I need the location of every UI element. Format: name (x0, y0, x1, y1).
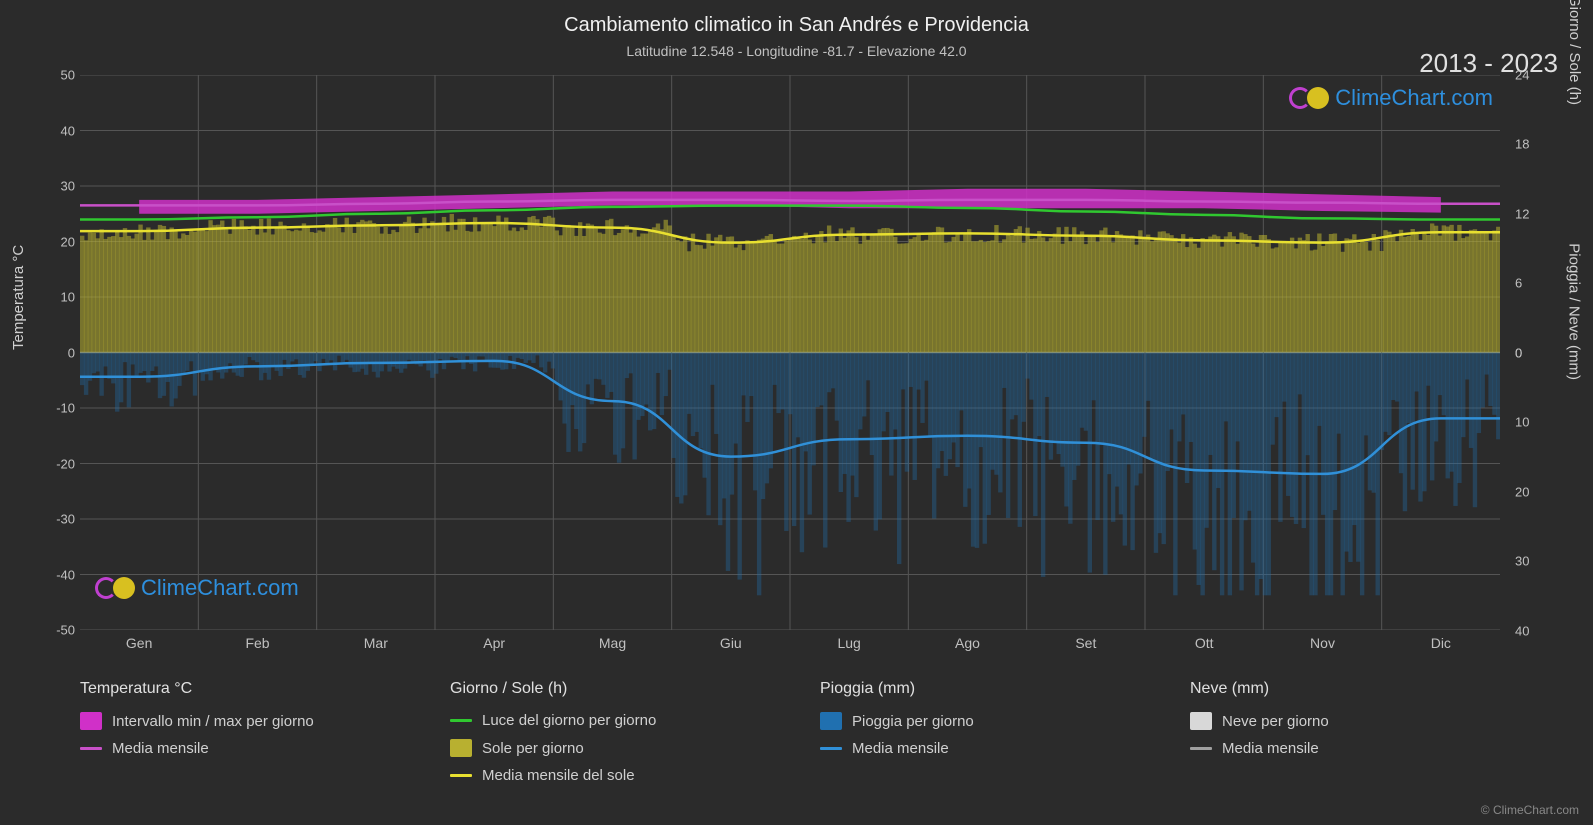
x-ticks: Gen Feb Mar Apr Mag Giu Lug Ago Set Ott Nov Dic (80, 635, 1500, 655)
y-tick-right-top: 6 (1515, 276, 1545, 291)
legend-swatch (1190, 747, 1212, 750)
x-tick-month: Giu (720, 635, 742, 651)
y-tick-left: 10 (40, 290, 75, 305)
y-tick-right-bottom: 40 (1515, 623, 1545, 638)
y-axis-right-bottom-label: Pioggia / Neve (mm) (1566, 243, 1583, 380)
y-tick-left: 20 (40, 234, 75, 249)
legend-item: Sole per giorno (450, 739, 780, 757)
legend-label: Neve per giorno (1222, 713, 1329, 730)
y-tick-right-bottom: 10 (1515, 415, 1545, 430)
y-tick-right-bottom: 20 (1515, 484, 1545, 499)
x-tick-month: Apr (483, 635, 505, 651)
legend-swatch (820, 712, 842, 730)
y-axis-right-top-label: Giorno / Sole (h) (1566, 0, 1583, 105)
legend-item: Media mensile (820, 740, 1150, 757)
legend-label: Media mensile del sole (482, 767, 635, 784)
x-tick-month: Feb (245, 635, 269, 651)
legend: Temperatura °C Intervallo min / max per g… (80, 680, 1520, 784)
legend-label: Intervallo min / max per giorno (112, 713, 314, 730)
legend-swatch (450, 739, 472, 757)
watermark-text: ClimeChart.com (1335, 85, 1493, 111)
legend-swatch (450, 774, 472, 777)
legend-swatch (820, 747, 842, 750)
chart-plot-area (80, 75, 1500, 630)
legend-item: Pioggia per giorno (820, 712, 1150, 730)
y-tick-left: -30 (40, 512, 75, 527)
legend-swatch (80, 712, 102, 730)
y-axis-left-label: Temperatura °C (10, 245, 27, 350)
y-tick-right-top: 24 (1515, 68, 1545, 83)
y-tick-right-top: 18 (1515, 137, 1545, 152)
y-ticks-right-top: 24181260 (1515, 75, 1545, 353)
chart-svg (80, 75, 1500, 630)
y-tick-left: -50 (40, 623, 75, 638)
copyright: © ClimeChart.com (1481, 803, 1579, 817)
y-tick-left: 0 (40, 345, 75, 360)
watermark-text: ClimeChart.com (141, 575, 299, 601)
chart-title: Cambiamento climatico in San Andrés e Pr… (0, 0, 1593, 37)
legend-label: Media mensile (112, 740, 209, 757)
legend-item: Media mensile del sole (450, 767, 780, 784)
y-tick-right-top: 12 (1515, 206, 1545, 221)
legend-item: Media mensile (80, 740, 410, 757)
legend-header: Temperatura °C (80, 680, 410, 698)
watermark-bottom: ClimeChart.com (95, 575, 299, 601)
legend-item: Media mensile (1190, 740, 1520, 757)
y-tick-left: 40 (40, 123, 75, 138)
legend-label: Sole per giorno (482, 740, 584, 757)
logo-sun-icon (1307, 87, 1329, 109)
legend-label: Pioggia per giorno (852, 713, 974, 730)
chart-subtitle: Latitudine 12.548 - Longitudine -81.7 - … (0, 37, 1593, 59)
x-tick-month: Mar (364, 635, 388, 651)
legend-item: Luce del giorno per giorno (450, 712, 780, 729)
watermark-top: ClimeChart.com (1289, 85, 1493, 111)
y-tick-left: 30 (40, 179, 75, 194)
legend-item: Intervallo min / max per giorno (80, 712, 410, 730)
y-tick-left: -20 (40, 456, 75, 471)
y-tick-left: 50 (40, 68, 75, 83)
x-tick-month: Lug (837, 635, 860, 651)
legend-header: Neve (mm) (1190, 680, 1520, 698)
legend-label: Luce del giorno per giorno (482, 712, 656, 729)
legend-swatch (1190, 712, 1212, 730)
x-tick-month: Mag (599, 635, 626, 651)
y-tick-right-bottom: 0 (1515, 346, 1545, 361)
x-tick-month: Nov (1310, 635, 1335, 651)
legend-swatch (80, 747, 102, 750)
logo-sun-icon (113, 577, 135, 599)
x-tick-month: Ago (955, 635, 980, 651)
y-tick-left: -40 (40, 567, 75, 582)
legend-label: Media mensile (852, 740, 949, 757)
legend-header: Giorno / Sole (h) (450, 680, 780, 698)
x-tick-month: Set (1075, 635, 1096, 651)
y-ticks-right-bottom: 010203040 (1515, 353, 1545, 631)
legend-item: Neve per giorno (1190, 712, 1520, 730)
x-tick-month: Dic (1431, 635, 1451, 651)
y-tick-left: -10 (40, 401, 75, 416)
y-tick-right-bottom: 30 (1515, 554, 1545, 569)
x-tick-month: Ott (1195, 635, 1214, 651)
y-ticks-left: 50403020100-10-20-30-40-50 (40, 75, 75, 630)
legend-swatch (450, 719, 472, 722)
legend-label: Media mensile (1222, 740, 1319, 757)
x-tick-month: Gen (126, 635, 152, 651)
legend-header: Pioggia (mm) (820, 680, 1150, 698)
